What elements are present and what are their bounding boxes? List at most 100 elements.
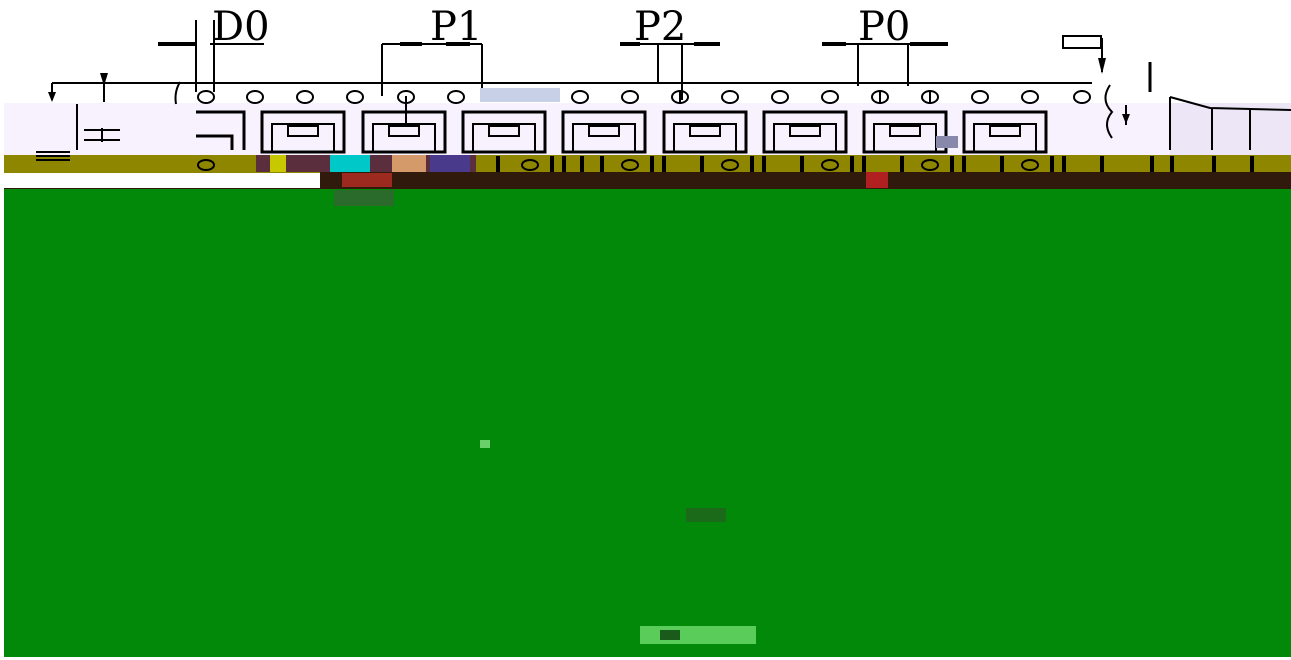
strip-bar — [580, 156, 584, 172]
strip-bar — [962, 156, 966, 172]
arrow-head — [1098, 58, 1106, 74]
artifact-block — [392, 155, 426, 172]
pocket-icon — [361, 110, 447, 154]
strip-bar — [662, 156, 666, 172]
green-area-left — [4, 205, 322, 657]
label-d0: D0 — [212, 4, 270, 50]
lower-hole-icon — [197, 159, 215, 171]
pocket-icon — [862, 110, 948, 154]
pocket-component-slot — [889, 125, 921, 137]
strip-bar — [1000, 156, 1004, 172]
sprocket-hole-icon — [821, 90, 839, 104]
artifact-block — [330, 155, 370, 172]
label-p2: P2 — [634, 4, 686, 50]
pocket-component-slot — [488, 125, 520, 137]
pocket-inner-wall — [472, 123, 536, 152]
pocket-inner-wall — [673, 123, 737, 152]
artifact-speck — [480, 440, 490, 448]
strip-bar — [900, 156, 904, 172]
brown-strip — [320, 172, 1291, 189]
pocket-component-slot — [689, 125, 721, 137]
sprocket-hole-icon — [721, 90, 739, 104]
strip-bar — [950, 156, 954, 172]
strip-bar — [1100, 156, 1104, 172]
pocket-inner-wall — [773, 123, 837, 152]
strip-bar — [700, 156, 704, 172]
pocket-component-slot — [989, 125, 1021, 137]
strip-bar — [1150, 156, 1154, 172]
arrow-head — [48, 92, 56, 102]
pocket-row — [196, 110, 1048, 154]
sprocket-hole-icon — [197, 90, 215, 104]
pocket-component-slot — [789, 125, 821, 137]
lower-hole-icon — [521, 159, 539, 171]
pocket-icon — [461, 110, 547, 154]
sprocket-hole-row — [197, 90, 1091, 104]
sprocket-hole-icon — [397, 90, 415, 104]
sprocket-hole-icon — [771, 90, 789, 104]
artifact-block — [430, 155, 470, 172]
olive-strip — [4, 155, 1291, 173]
artifact-block — [866, 172, 888, 188]
sprocket-hole-icon — [1073, 90, 1091, 104]
artifact-speck — [686, 508, 726, 522]
arrow-head — [1122, 114, 1130, 124]
pocket-icon — [561, 110, 647, 154]
pocket-inner-wall — [372, 123, 436, 152]
label-p0: P0 — [858, 4, 910, 50]
artifact-block — [342, 173, 392, 187]
pocket-inner-wall — [973, 123, 1037, 152]
artifact-speck — [660, 630, 680, 640]
pocket-inner-wall — [572, 123, 636, 152]
strip-bar — [1050, 156, 1054, 172]
t-dim-symbol — [1062, 35, 1102, 49]
break-curve — [1104, 84, 1114, 139]
strip-bar — [1170, 156, 1174, 172]
pocket-component-slot — [388, 125, 420, 137]
artifact-block — [936, 136, 958, 148]
sprocket-hole-icon — [621, 90, 639, 104]
pocket-icon — [962, 110, 1048, 154]
strip-bar — [762, 156, 766, 172]
strip-bar — [562, 156, 566, 172]
pocket-component-slot — [588, 125, 620, 137]
pocket-icon — [662, 110, 748, 154]
arrow-head — [100, 73, 108, 86]
sprocket-hole-icon — [296, 90, 314, 104]
pocket-icon — [196, 110, 246, 150]
artifact-block — [480, 88, 560, 102]
strip-bar — [850, 156, 854, 172]
strip-bar — [1212, 156, 1216, 172]
lower-hole-icon — [1021, 159, 1039, 171]
strip-bar — [650, 156, 654, 172]
lower-hole-icon — [921, 159, 939, 171]
pocket-icon — [762, 110, 848, 154]
lower-hole-icon — [821, 159, 839, 171]
strip-bar — [496, 156, 500, 172]
sprocket-hole-icon — [447, 90, 465, 104]
artifact-block — [270, 155, 286, 172]
strip-bar — [1062, 156, 1066, 172]
strip-bar — [750, 156, 754, 172]
sprocket-hole-icon — [1021, 90, 1039, 104]
break-curve — [174, 81, 181, 105]
strip-bar — [600, 156, 604, 172]
lower-hole-icon — [621, 159, 639, 171]
sprocket-hole-icon — [246, 90, 264, 104]
strip-bar — [1250, 156, 1254, 172]
lower-hole-icon — [721, 159, 739, 171]
artifact-speck — [640, 626, 756, 644]
lower-hole-row — [197, 159, 1039, 171]
sprocket-hole-icon — [346, 90, 364, 104]
strip-bar — [800, 156, 804, 172]
pocket-icon — [260, 110, 346, 154]
pocket-inner-wall — [271, 123, 335, 152]
sprocket-hole-icon — [971, 90, 989, 104]
artifact-block — [334, 190, 394, 206]
tape-end-band — [1170, 103, 1291, 155]
pocket-component-slot — [287, 125, 319, 137]
sprocket-hole-icon — [571, 90, 589, 104]
strip-bar — [862, 156, 866, 172]
